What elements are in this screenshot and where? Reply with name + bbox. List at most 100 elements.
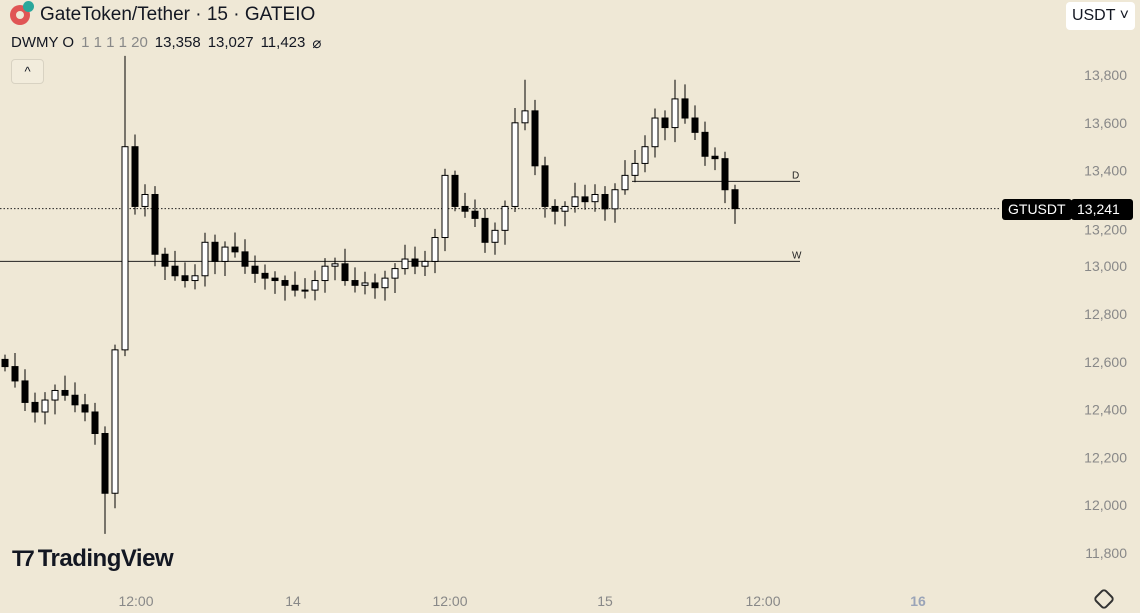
candle-body xyxy=(711,155,719,160)
legend-value-1: 13,358 xyxy=(154,34,201,51)
candle-body xyxy=(551,205,559,212)
candle-body xyxy=(421,260,429,267)
y-tick-label: 12,000 xyxy=(1084,497,1127,513)
candle-body xyxy=(481,217,489,243)
candle-body xyxy=(291,284,299,291)
candle-body xyxy=(411,258,419,267)
candle-body xyxy=(231,246,239,253)
collapse-legend-button[interactable]: ^ xyxy=(11,59,44,84)
candle-body xyxy=(561,205,569,212)
candle-body xyxy=(91,411,99,434)
candle-body xyxy=(571,196,579,207)
candle-body xyxy=(381,277,389,289)
candle-body xyxy=(311,280,319,291)
candle-body xyxy=(321,265,329,282)
y-tick-label: 12,800 xyxy=(1084,306,1127,322)
y-tick-label: 11,800 xyxy=(1085,545,1127,561)
candle-body xyxy=(1,358,9,368)
candle-body xyxy=(331,263,339,267)
candle-body xyxy=(671,98,679,129)
candle-body xyxy=(451,174,459,207)
level-label: D xyxy=(792,170,799,181)
candle-body xyxy=(611,189,619,210)
gatetoken-logo-icon xyxy=(10,1,34,25)
ohlc-legend: DWMY O 1 1 1 1 20 13,358 13,027 11,423 ⌀ xyxy=(11,34,321,52)
legend-prefix: DWMY O xyxy=(11,34,75,51)
candle-body xyxy=(361,282,369,286)
candle-body xyxy=(731,189,739,210)
candle-body xyxy=(341,263,349,282)
candle-body xyxy=(211,241,219,262)
candle-body xyxy=(521,110,529,124)
candle-body xyxy=(621,174,629,191)
legend-value-3: 11,423 xyxy=(260,34,306,51)
candle-body xyxy=(511,122,519,207)
candle-body xyxy=(581,196,589,203)
candle-body xyxy=(401,258,409,270)
candle-body xyxy=(21,380,29,403)
candle-body xyxy=(631,162,639,176)
currency-select[interactable]: USDT ˅ xyxy=(1065,2,1135,30)
candle-body xyxy=(201,241,209,277)
candle-body xyxy=(131,146,139,207)
candle-body xyxy=(71,394,79,406)
chart-title: GateToken/Tether · 15 · GATEIO xyxy=(40,4,316,25)
tv-logo-icon: T7 xyxy=(12,546,35,571)
candle-body xyxy=(111,349,119,494)
candle-body xyxy=(191,275,199,282)
y-tick-label: 12,400 xyxy=(1084,402,1127,418)
candle-body xyxy=(11,366,19,382)
y-tick-label: 13,000 xyxy=(1084,258,1127,274)
candle-body xyxy=(681,98,689,119)
x-tick-label: 12:00 xyxy=(432,593,467,609)
symbol-tag: GTUSDT xyxy=(1002,199,1072,220)
y-tick-label: 13,200 xyxy=(1084,222,1127,238)
x-tick-label: 12:00 xyxy=(118,593,153,609)
legend-flags: 1 1 1 1 20 xyxy=(81,34,148,51)
brand-name: TradingView xyxy=(37,545,174,572)
x-tick-label: 15 xyxy=(597,593,613,609)
y-tick-label: 12,600 xyxy=(1084,354,1127,370)
candle-body xyxy=(121,146,129,351)
candle-body xyxy=(391,268,399,279)
candle-body xyxy=(81,404,89,413)
candle-body xyxy=(691,117,699,133)
candle-body xyxy=(351,280,359,286)
level-label: W xyxy=(792,250,802,261)
candle-body xyxy=(661,117,669,129)
candle-body xyxy=(61,389,69,396)
y-tick-label: 13,600 xyxy=(1084,115,1127,131)
candle-body xyxy=(101,433,109,494)
candle-body xyxy=(461,205,469,212)
candle-body xyxy=(221,246,229,262)
candle-body xyxy=(491,229,499,243)
candle-body xyxy=(531,110,539,167)
tradingview-logo: T7 TradingView xyxy=(12,545,174,573)
candle-body xyxy=(301,289,309,292)
candle-body xyxy=(501,205,509,231)
y-tick-label: 13,800 xyxy=(1084,67,1127,83)
candle-body xyxy=(241,251,249,267)
candle-body xyxy=(251,265,259,274)
candle-body xyxy=(51,389,59,401)
candle-body xyxy=(281,280,289,286)
candle-body xyxy=(441,174,449,239)
candle-body xyxy=(161,253,169,267)
candle-body xyxy=(701,131,709,157)
candle-body xyxy=(721,158,729,191)
x-tick-label: 12:00 xyxy=(745,593,780,609)
candle-body xyxy=(651,117,659,148)
candle-body xyxy=(271,277,279,282)
candle-body xyxy=(261,272,269,279)
null-icon: ⌀ xyxy=(312,35,322,52)
candle-body xyxy=(141,194,149,207)
candle-body xyxy=(181,275,189,282)
candle-body xyxy=(431,237,439,262)
candle-body xyxy=(591,194,599,203)
candle-body xyxy=(601,194,609,210)
candle-body xyxy=(471,210,479,219)
symbol-header: GateToken/Tether · 15 · GATEIO xyxy=(10,1,316,26)
candle-body xyxy=(641,146,649,164)
candle-body xyxy=(171,265,179,277)
